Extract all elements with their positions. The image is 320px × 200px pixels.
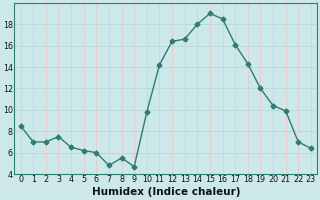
X-axis label: Humidex (Indice chaleur): Humidex (Indice chaleur): [92, 187, 240, 197]
